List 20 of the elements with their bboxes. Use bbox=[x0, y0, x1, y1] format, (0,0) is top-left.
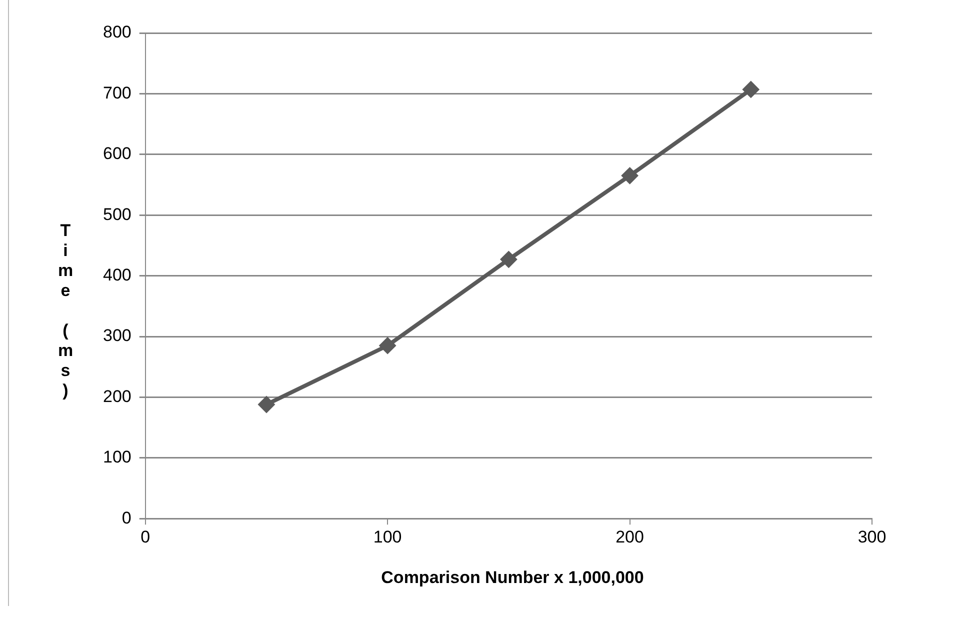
x-tick-label: 200 bbox=[616, 527, 644, 546]
y-tick-label: 800 bbox=[102, 22, 132, 42]
y-tick-label: 400 bbox=[102, 265, 132, 284]
y-tick-label: 100 bbox=[102, 448, 132, 467]
point bbox=[500, 250, 518, 268]
point bbox=[379, 337, 396, 354]
y-tick-label: 0 bbox=[122, 508, 132, 528]
y-axis-title: Time (ms) bbox=[55, 220, 75, 400]
x-axis-title: Comparison Number x 1,000,000 bbox=[380, 568, 645, 588]
point bbox=[258, 396, 275, 413]
point bbox=[621, 167, 638, 184]
x-tick-label: 0 bbox=[140, 527, 150, 546]
y-tick-label: 300 bbox=[102, 326, 132, 346]
y-tick-label: 600 bbox=[102, 144, 132, 164]
y-tick-label: 500 bbox=[102, 204, 132, 224]
y-tick-label: 700 bbox=[102, 83, 132, 102]
x-tick-label: 300 bbox=[858, 527, 886, 546]
y-tick-label: 200 bbox=[102, 386, 132, 406]
point bbox=[742, 80, 760, 98]
x-tick-label: 100 bbox=[373, 527, 402, 546]
